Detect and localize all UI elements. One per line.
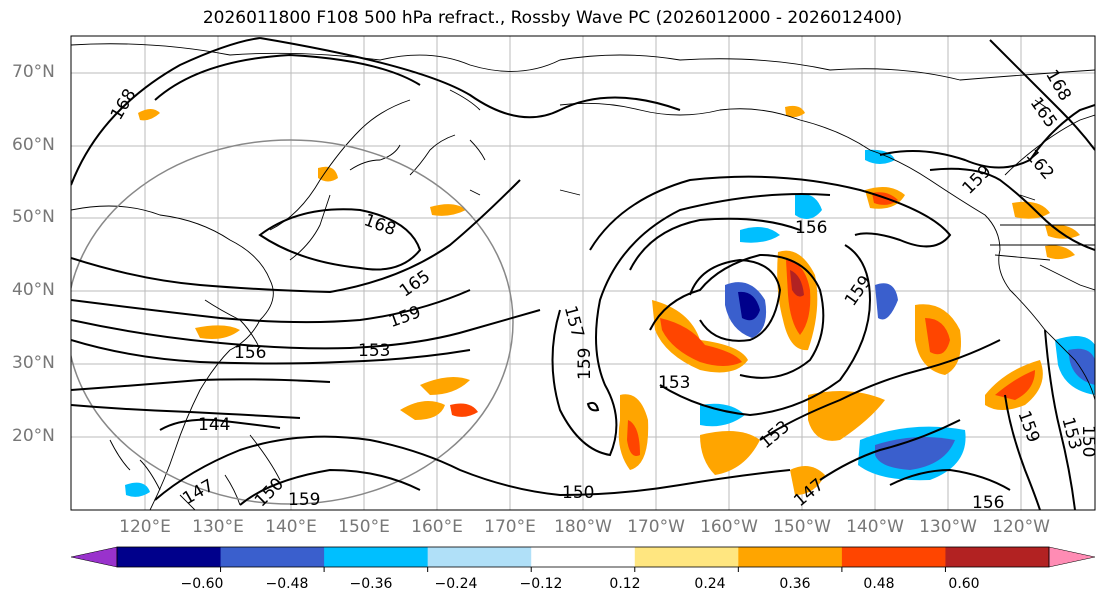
colorbar-tick-label: −0.36 xyxy=(349,576,393,592)
anomaly-shading xyxy=(125,105,1095,497)
colorbar-tick-label: −0.48 xyxy=(265,576,309,592)
colorbar-segment xyxy=(945,547,1050,567)
contour-label: 159 xyxy=(288,490,320,510)
colorbar-segment xyxy=(531,547,636,567)
colorbar-tick-label: −0.12 xyxy=(519,576,563,592)
lon-label: 120°E xyxy=(119,517,171,537)
colorbar-segment xyxy=(324,547,429,567)
contour-label: 144 xyxy=(198,415,230,435)
contour-label: 153 xyxy=(358,341,390,361)
colorbar-extend-high xyxy=(1048,546,1096,568)
colorbar-tick-label: 0.12 xyxy=(609,576,641,592)
contour-label: 156 xyxy=(234,343,266,363)
map-frame xyxy=(70,35,1096,511)
colorbar-tick-label: −0.60 xyxy=(180,576,224,592)
lon-label: 150°E xyxy=(338,517,390,537)
colorbar-segment xyxy=(634,547,739,567)
graticule xyxy=(71,36,1095,510)
lon-label: 140°W xyxy=(846,517,904,537)
colorbar-segment xyxy=(841,547,946,567)
lon-label: 170°E xyxy=(484,517,536,537)
lon-label: 160°W xyxy=(700,517,758,537)
colorbar-tick-label: 0.24 xyxy=(694,576,726,592)
colorbar-tick-label: 0.36 xyxy=(779,576,811,592)
colorbar-segment xyxy=(220,547,325,567)
lon-label: 120°W xyxy=(992,517,1050,537)
colorbar xyxy=(70,546,1096,572)
lat-label: 40°N xyxy=(12,280,55,300)
contour-label: 156 xyxy=(972,493,1004,513)
lon-label: 130°E xyxy=(192,517,244,537)
contour-label: 150 xyxy=(562,483,594,503)
height-contours xyxy=(71,37,1095,510)
lat-label: 50°N xyxy=(12,207,55,227)
colorbar-segment xyxy=(738,547,843,567)
lon-label: 160°E xyxy=(411,517,463,537)
lon-label: 170°W xyxy=(627,517,685,537)
colorbar-tick-label: 0.60 xyxy=(948,576,980,592)
contour-label: 153 xyxy=(658,373,690,393)
colorbar-segment xyxy=(117,547,222,567)
contour-label: 150 xyxy=(1078,425,1098,457)
outline-circle xyxy=(71,139,514,505)
lat-label: 30°N xyxy=(12,353,55,373)
colorbar-segment xyxy=(427,547,532,567)
map-title: 2026011800 F108 500 hPa refract., Rossby… xyxy=(202,8,903,28)
lon-label: 180°W xyxy=(554,517,612,537)
lat-label: 20°N xyxy=(12,426,55,446)
lon-label: 130°W xyxy=(919,517,977,537)
colorbar-extend-low xyxy=(70,546,118,568)
lon-label: 140°E xyxy=(265,517,317,537)
contour-label: 159 xyxy=(575,348,595,380)
lon-label: 150°W xyxy=(773,517,831,537)
lat-label: 70°N xyxy=(12,62,55,82)
colorbar-tick-label: 0.48 xyxy=(863,576,895,592)
colorbar-tick-label: −0.24 xyxy=(434,576,478,592)
contour-label: 156 xyxy=(795,218,827,238)
lat-label: 60°N xyxy=(12,135,55,155)
